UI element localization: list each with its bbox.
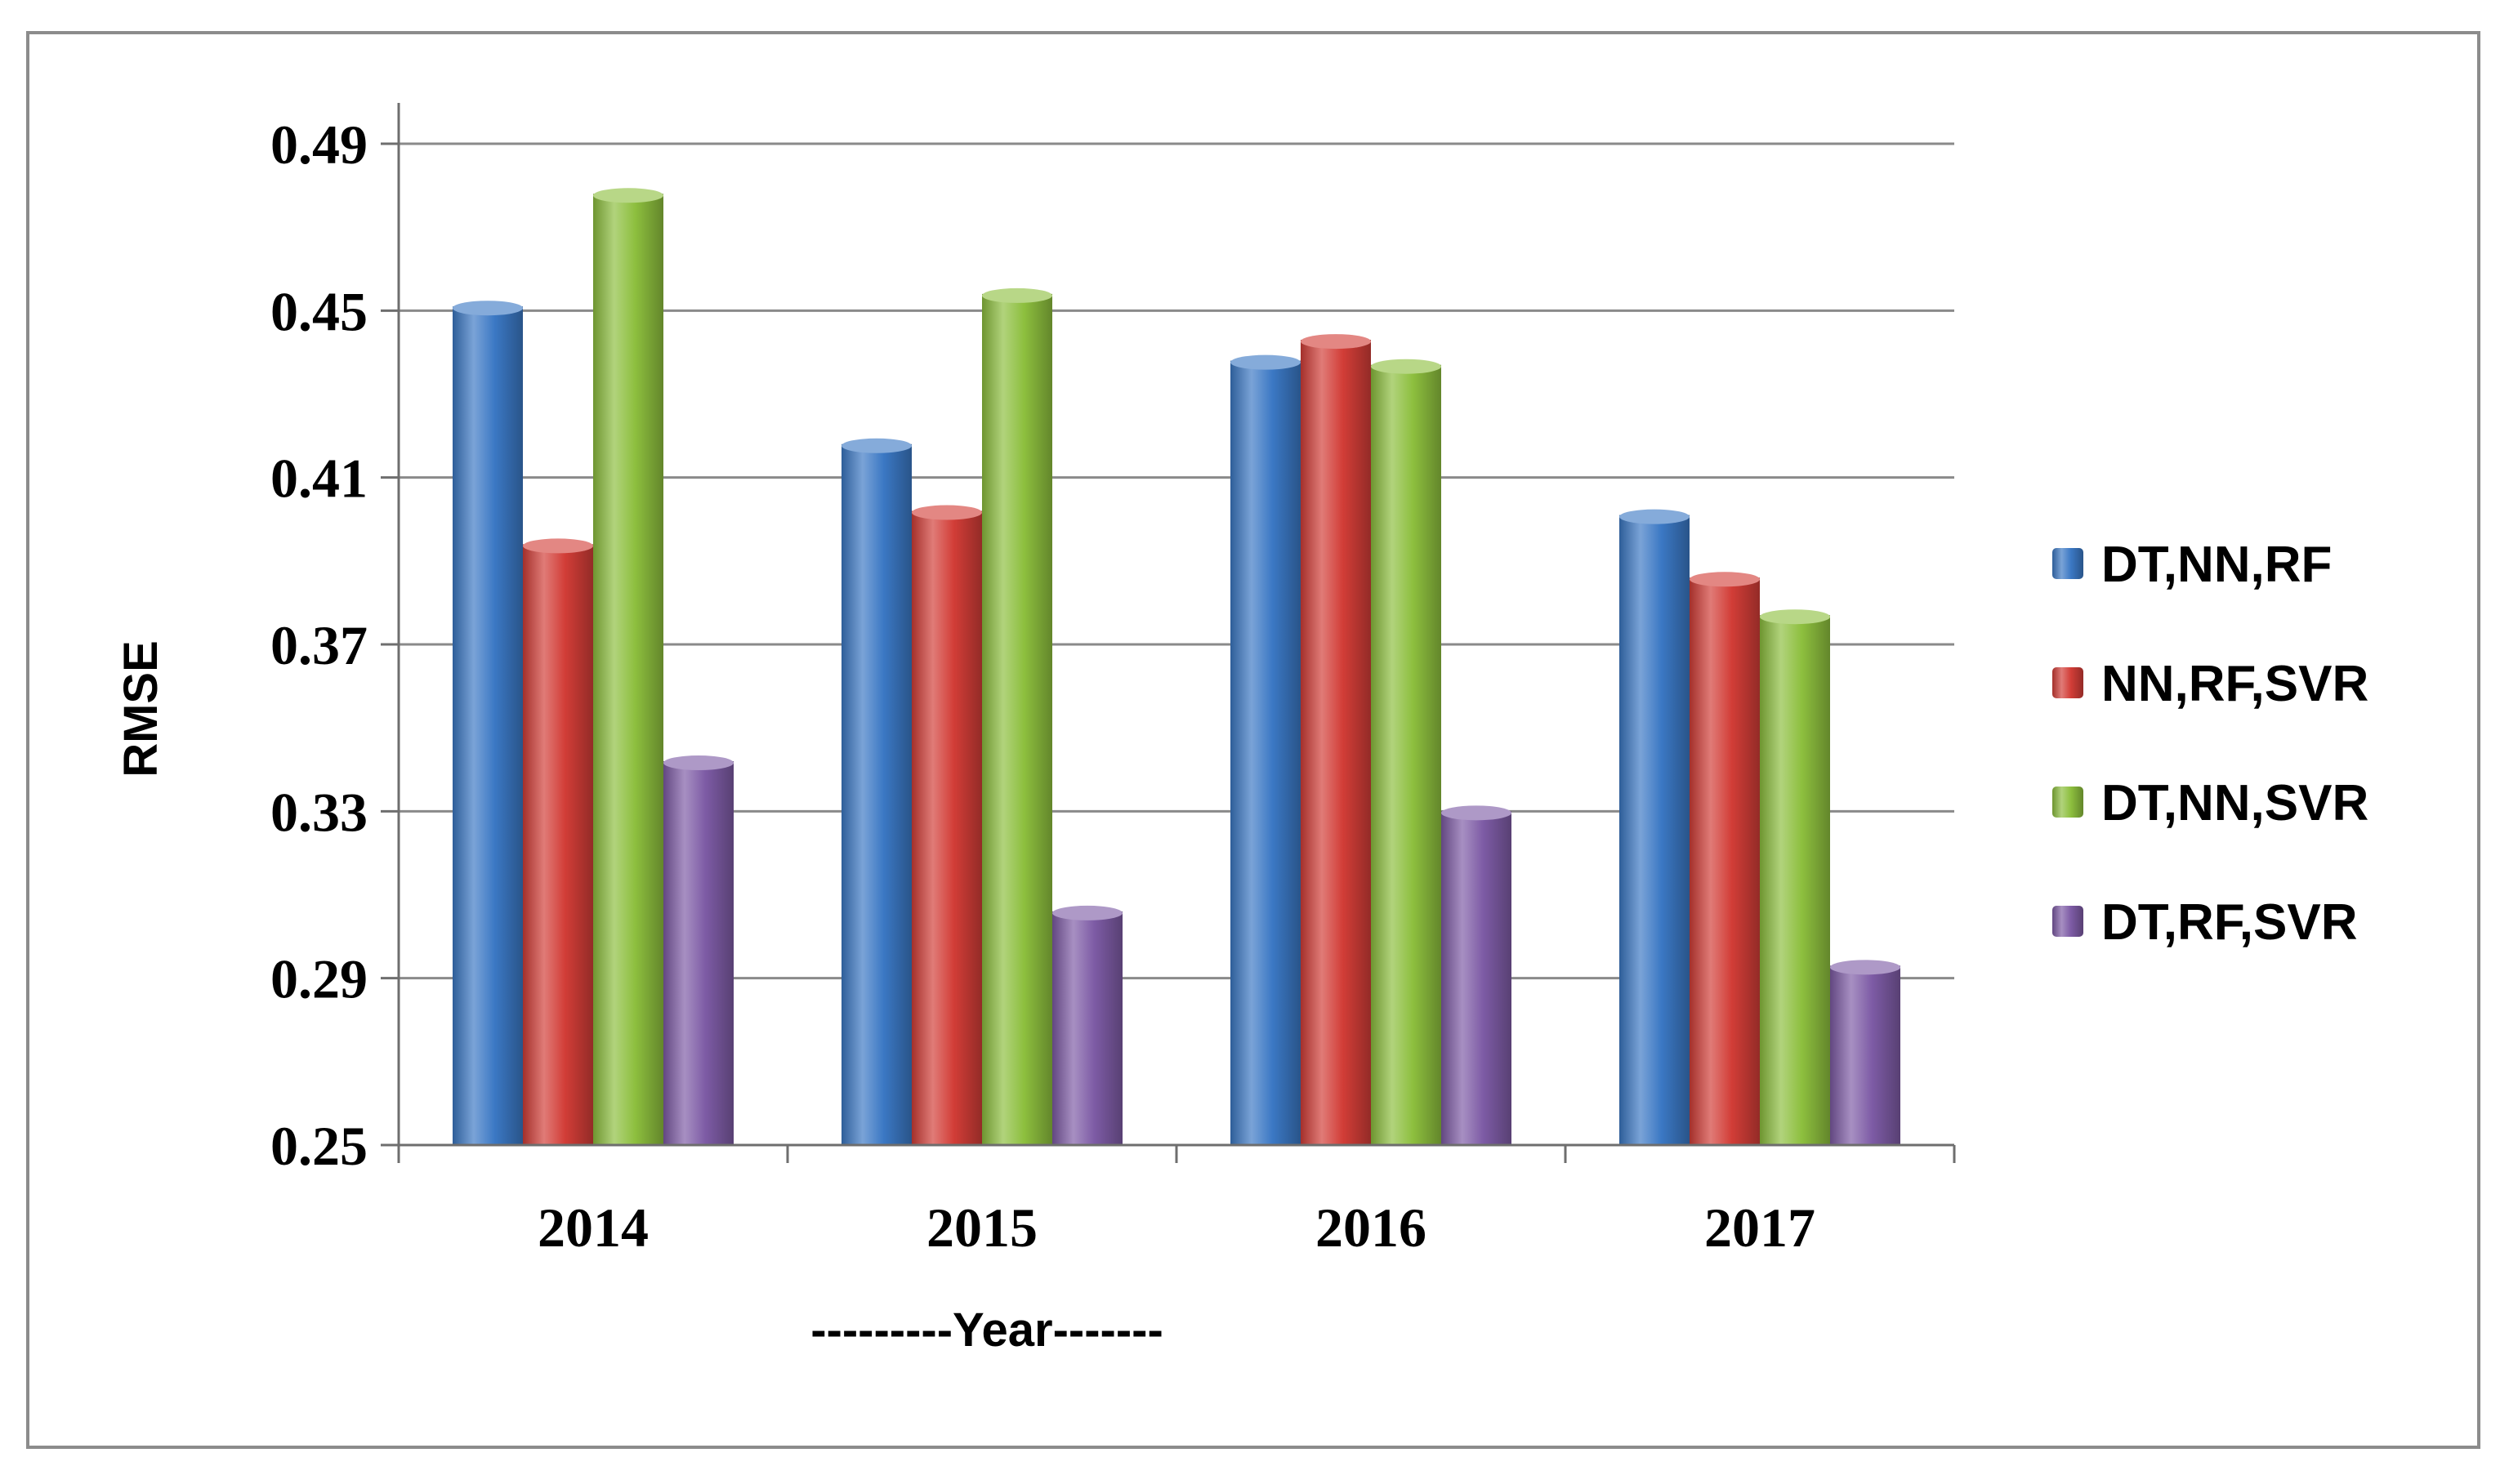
x-tick-label: 2014 [538, 1197, 649, 1259]
legend-item: DT,NN,SVR [2052, 775, 2368, 831]
axes [397, 103, 1956, 1163]
bar [982, 287, 1052, 1145]
bars [453, 188, 1900, 1146]
bar [453, 301, 523, 1146]
bar [1441, 805, 1511, 1145]
x-tick-labels: 2014 2015 2016 2017 [538, 1197, 1815, 1259]
legend-label: DT,RF,SVR [2101, 894, 2357, 951]
y-tick-label: 0.37 [270, 614, 368, 676]
legend-swatch [2052, 667, 2083, 698]
bar [1052, 905, 1123, 1145]
legend-item: DT,NN,RF [2052, 537, 2332, 593]
bar [593, 188, 663, 1145]
y-tick-label: 0.49 [270, 114, 368, 176]
x-tick-label: 2015 [926, 1197, 1038, 1259]
bar [912, 505, 982, 1145]
x-tick-label: 2016 [1315, 1197, 1426, 1259]
legend-item: DT,RF,SVR [2052, 894, 2357, 951]
bar [1619, 509, 1690, 1145]
bar [1690, 572, 1760, 1145]
y-tick-labels: 0.49 0.45 0.41 0.37 0.33 0.29 0.25 [270, 114, 368, 1177]
legend-item: NN,RF,SVR [2052, 656, 2368, 712]
bar [1760, 609, 1830, 1145]
y-axis-title: RMSE [114, 640, 167, 778]
bar [1301, 334, 1371, 1145]
bar [1230, 354, 1301, 1146]
legend-swatch [2052, 787, 2083, 818]
legend-label: NN,RF,SVR [2101, 656, 2368, 712]
y-tick-label: 0.25 [270, 1115, 368, 1177]
x-tick-label: 2017 [1704, 1197, 1815, 1259]
legend-label: DT,NN,RF [2101, 537, 2332, 593]
y-tick-label: 0.45 [270, 280, 368, 342]
bar [663, 755, 734, 1145]
x-axis-title: ---------Year------- [810, 1304, 1163, 1357]
bar [1371, 359, 1441, 1145]
y-tick-label: 0.33 [270, 781, 368, 843]
bar [1830, 960, 1900, 1145]
y-tick-label: 0.41 [270, 448, 368, 510]
legend-swatch [2052, 906, 2083, 937]
legend-label: DT,NN,SVR [2101, 775, 2368, 831]
bar [523, 538, 593, 1145]
legend: DT,NN,RF NN,RF,SVR DT,NN,SVR DT,RF,SVR [2052, 537, 2368, 951]
bar [842, 438, 912, 1145]
y-tick-label: 0.29 [270, 948, 368, 1010]
legend-swatch [2052, 548, 2083, 579]
